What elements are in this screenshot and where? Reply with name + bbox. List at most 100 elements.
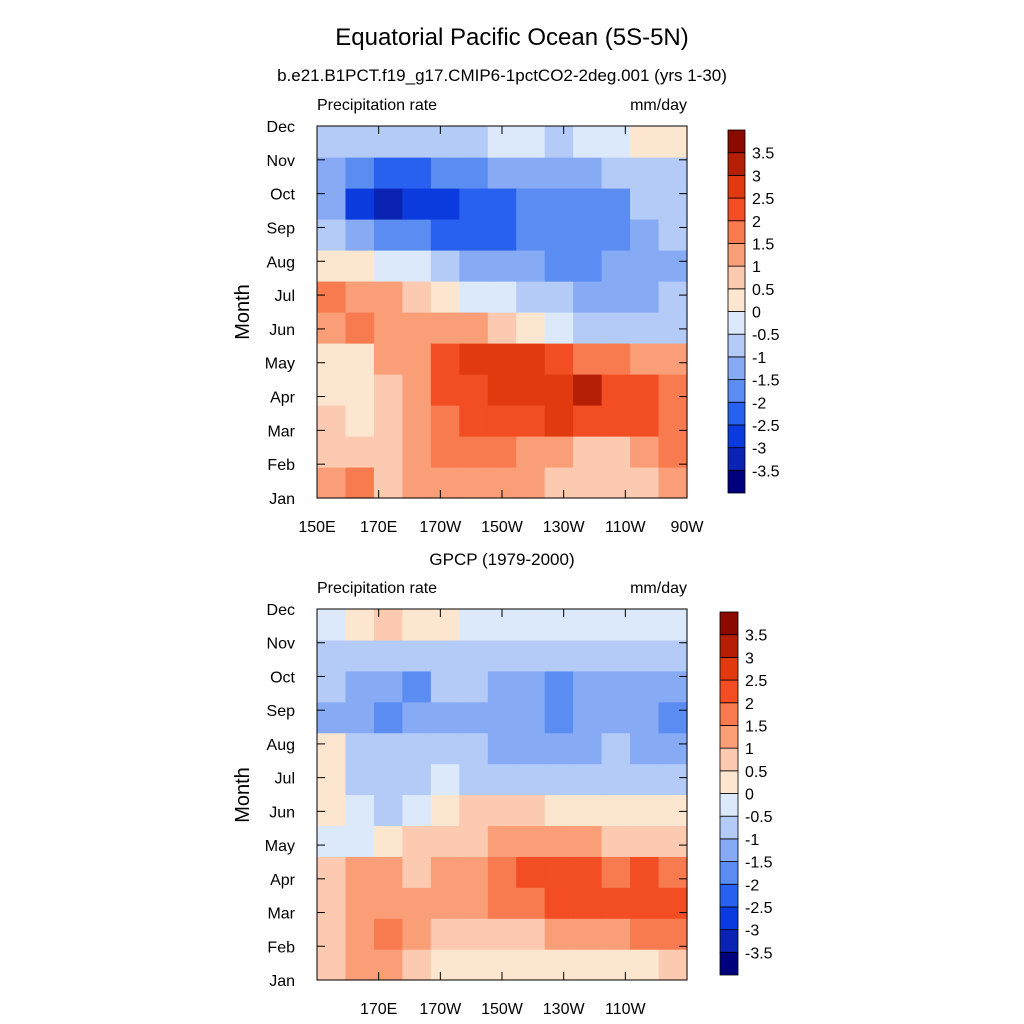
heatmap-cell bbox=[573, 374, 603, 406]
colorbar-box bbox=[727, 265, 746, 290]
heatmap-cell bbox=[402, 794, 432, 827]
x-tick-label: 130W bbox=[543, 519, 586, 536]
heatmap-cell bbox=[601, 467, 631, 499]
heatmap-cell bbox=[487, 157, 517, 189]
heatmap-cell bbox=[601, 609, 631, 641]
heatmap-cell bbox=[630, 949, 660, 981]
colorbar-label: 0 bbox=[752, 305, 761, 322]
panel-model: b.e21.B1PCT.f19_g17.CMIP6-1pctCO2-2deg.0… bbox=[232, 66, 780, 536]
heatmap-cell bbox=[487, 670, 517, 703]
heatmap-cell bbox=[345, 918, 375, 950]
heatmap-cell bbox=[658, 250, 688, 282]
heatmap-cell bbox=[402, 763, 432, 796]
heatmap-cell bbox=[317, 794, 347, 827]
colorbar-label: 3 bbox=[752, 168, 761, 185]
heatmap-cell bbox=[459, 670, 489, 703]
heatmap-cell bbox=[601, 918, 631, 950]
heatmap-cell bbox=[658, 436, 688, 468]
heatmap-cell bbox=[601, 732, 631, 765]
heatmap-cell bbox=[459, 281, 489, 313]
heatmap-cell bbox=[402, 701, 432, 734]
heatmap-cell bbox=[544, 609, 574, 641]
colorbar-box bbox=[719, 906, 739, 931]
heatmap-cell bbox=[516, 949, 546, 981]
heatmap-cell bbox=[487, 732, 517, 765]
heatmap-cell bbox=[573, 825, 603, 857]
heatmap-cell bbox=[430, 639, 460, 672]
heatmap-cell bbox=[402, 250, 432, 282]
colorbar-box bbox=[727, 333, 746, 358]
heatmap-cell bbox=[630, 436, 660, 468]
heatmap-cell bbox=[573, 405, 603, 437]
heatmap-cell bbox=[516, 732, 546, 765]
heatmap-cell bbox=[601, 219, 631, 251]
y-tick-label: May bbox=[265, 838, 295, 855]
heatmap-cell bbox=[573, 639, 603, 672]
colorbar-box bbox=[727, 220, 746, 244]
heatmap-cell bbox=[430, 856, 460, 888]
heatmap-cell bbox=[345, 701, 375, 734]
heatmap-cell bbox=[317, 188, 347, 220]
heatmap-cell bbox=[630, 609, 660, 641]
heatmap-cell bbox=[402, 639, 432, 672]
colorbar-label: -0.5 bbox=[745, 809, 773, 826]
heatmap-cell bbox=[430, 436, 460, 468]
heatmap-cell bbox=[345, 949, 375, 981]
heatmap-cell bbox=[516, 670, 546, 703]
heatmap-cell bbox=[658, 188, 688, 220]
heatmap-cell bbox=[544, 887, 574, 919]
heatmap-cell bbox=[658, 157, 688, 189]
heatmap-cell bbox=[459, 763, 489, 796]
x-tick-label: 110W bbox=[605, 1001, 647, 1018]
heatmap-cell bbox=[516, 609, 546, 641]
heatmap-cell bbox=[459, 467, 489, 499]
heatmap-cell bbox=[573, 794, 603, 827]
heatmap-cell bbox=[402, 609, 432, 641]
heatmap-cell bbox=[459, 188, 489, 220]
heatmap-cell bbox=[487, 436, 517, 468]
colorbar-label: 3.5 bbox=[745, 628, 767, 645]
heatmap-cell bbox=[601, 250, 631, 282]
heatmap-cell bbox=[317, 374, 347, 406]
y-tick-label: Dec bbox=[267, 602, 295, 619]
heatmap-cell bbox=[430, 405, 460, 437]
heatmap-cell bbox=[516, 701, 546, 734]
heatmap-cell bbox=[345, 794, 375, 827]
heatmap-cell bbox=[459, 918, 489, 950]
heatmap-cell bbox=[516, 887, 546, 919]
heatmap-cell bbox=[658, 670, 688, 703]
heatmap-cell bbox=[402, 219, 432, 251]
panel-title: GPCP (1979-2000) bbox=[429, 550, 574, 569]
heatmap-cell bbox=[317, 467, 347, 499]
heatmap-cell bbox=[658, 312, 688, 344]
colorbar-box bbox=[727, 311, 746, 335]
heatmap-cell bbox=[345, 405, 375, 437]
y-axis-title: Month bbox=[232, 767, 254, 823]
heatmap-cell bbox=[601, 281, 631, 313]
heatmap-cell bbox=[601, 157, 631, 189]
heatmap-cell bbox=[402, 126, 432, 158]
heatmap-cell bbox=[573, 732, 603, 765]
heatmap-cell bbox=[487, 763, 517, 796]
heatmap-cell bbox=[601, 670, 631, 703]
heatmap-cell bbox=[317, 281, 347, 313]
heatmap-cell bbox=[402, 157, 432, 189]
heatmap-cell bbox=[658, 763, 688, 796]
colorbar-label: -2 bbox=[745, 877, 759, 894]
colorbar-box bbox=[727, 197, 746, 222]
heatmap-cell bbox=[516, 219, 546, 251]
colorbar-box bbox=[719, 793, 739, 817]
heatmap-cell bbox=[573, 670, 603, 703]
heatmap-cell bbox=[459, 374, 489, 406]
heatmap-cell bbox=[573, 763, 603, 796]
heatmap-cell bbox=[459, 157, 489, 189]
heatmap-cell bbox=[402, 188, 432, 220]
colorbar-label: -2.5 bbox=[752, 418, 780, 435]
colorbar-label: 1 bbox=[745, 741, 754, 758]
heatmap-cell bbox=[430, 887, 460, 919]
colorbar-label: 2.5 bbox=[745, 673, 767, 690]
heatmap-cell bbox=[516, 250, 546, 282]
heatmap-cell bbox=[630, 856, 660, 888]
heatmap-cell bbox=[516, 763, 546, 796]
heatmap-cell bbox=[430, 312, 460, 344]
